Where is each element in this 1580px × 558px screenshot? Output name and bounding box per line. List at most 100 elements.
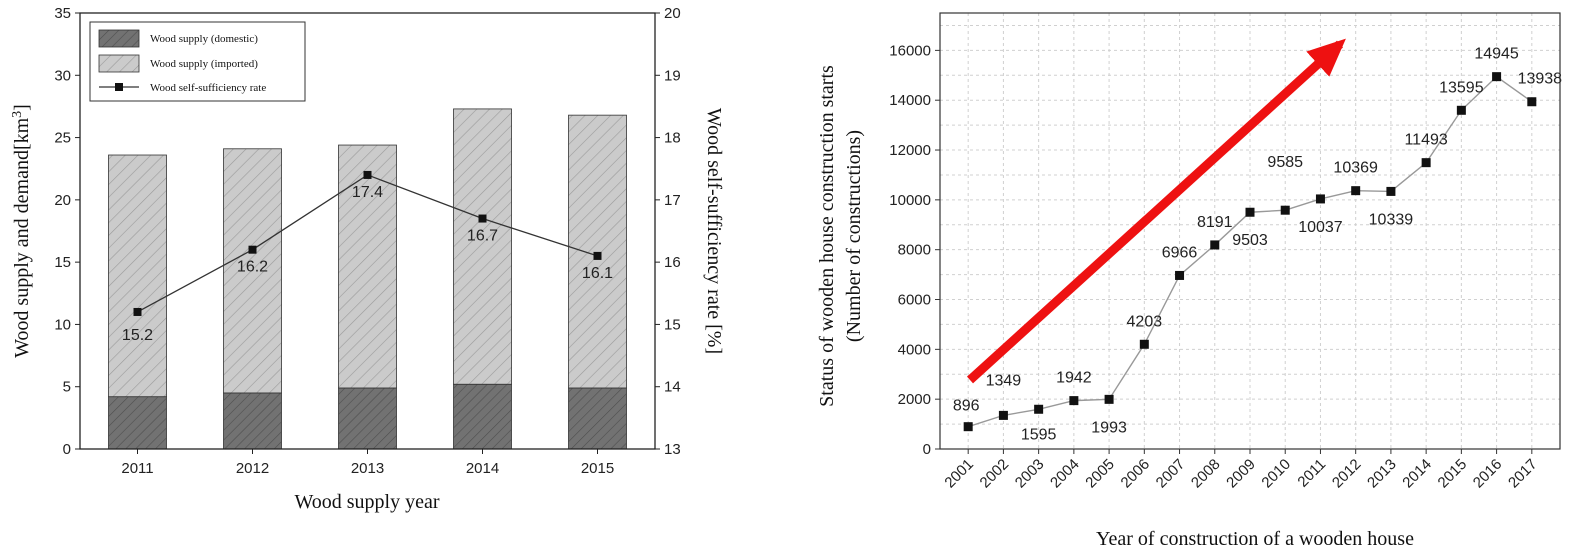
bar-imported (338, 144, 397, 389)
data-label: 4203 (1127, 313, 1163, 330)
x-tick-label-2: 2008 (1188, 456, 1224, 492)
data-label: 896 (953, 398, 980, 415)
bar-domestic (453, 383, 512, 450)
data-label: 1349 (986, 372, 1022, 389)
y-tick-label-2: 10000 (889, 192, 931, 209)
data-point (963, 422, 973, 432)
y2-tick-label: 14 (664, 379, 681, 396)
data-point (1527, 97, 1537, 107)
data-point (1456, 105, 1466, 115)
data-point (1492, 72, 1502, 82)
x-tick-label-2: 2015 (1435, 456, 1471, 492)
y-tick-label: 20 (54, 192, 71, 209)
bar-domestic (108, 396, 167, 450)
left-chart: 15.2 16.2 17.4 16.7 16.1 0 5 10 15 20 25 30 35 13 14 1… (10, 5, 725, 513)
bar-imported (108, 154, 167, 398)
x-tick-label-2: 2007 (1153, 456, 1189, 492)
data-point (1421, 158, 1431, 168)
data-point (1139, 339, 1149, 349)
trend-arrow (966, 38, 1346, 384)
x-tick-label-2: 2011 (1294, 456, 1329, 491)
x-tick-label-2: 2001 (941, 456, 977, 492)
rate-point (478, 214, 487, 223)
y-tick-label-2: 4000 (898, 341, 931, 358)
y-tick-label-2: 16000 (889, 42, 931, 59)
rate-label: 16.1 (582, 265, 613, 282)
legend: Wood supply (domestic) Wood supply (impo… (89, 21, 306, 102)
rate-label: 15.2 (122, 327, 153, 344)
data-label: 10369 (1333, 160, 1378, 177)
x-tick-label: 2012 (236, 460, 269, 477)
rate-point (593, 251, 602, 260)
data-label: 13938 (1518, 71, 1563, 88)
data-label: 9585 (1267, 154, 1303, 171)
y-axis-title-end: ] (11, 104, 33, 111)
data-point (1280, 205, 1290, 215)
data-label: 14945 (1474, 46, 1519, 63)
data-label: 8191 (1197, 214, 1233, 231)
data-label: 10037 (1298, 219, 1343, 236)
x-tick-label-2: 2013 (1364, 456, 1400, 492)
y-axis-title: Wood supply and demand[km3] (10, 104, 33, 358)
rate-point (133, 307, 142, 316)
x-tick-label-2: 2014 (1399, 456, 1435, 492)
y-tick-label: 5 (63, 379, 71, 396)
data-label: 11493 (1404, 132, 1447, 149)
y-axis-title-2-line1: Status of wooden house construction star… (816, 65, 838, 407)
x-axis-title: Wood supply year (294, 491, 439, 513)
y-tick-label: 0 (63, 441, 71, 458)
data-point (998, 410, 1008, 420)
y-tick-label-2: 14000 (889, 92, 931, 109)
data-point (1315, 194, 1325, 204)
bar-imported (568, 114, 627, 389)
data-label: 1993 (1091, 419, 1127, 436)
rate-point (363, 170, 372, 179)
x-tick-label-2: 2006 (1118, 456, 1154, 492)
data-point (1175, 270, 1185, 280)
rate-label: 17.4 (352, 184, 383, 201)
data-point (1210, 240, 1220, 250)
data-label: 1942 (1056, 370, 1092, 387)
x-tick-label-2: 2005 (1082, 456, 1118, 492)
y-axis-title-sup: 3 (10, 111, 25, 118)
data-label: 13595 (1439, 79, 1484, 96)
x-tick-label-2: 2017 (1505, 456, 1541, 492)
y2-tick-label: 20 (664, 5, 681, 22)
y2-tick-label: 16 (664, 254, 681, 271)
y-tick-label-2: 12000 (889, 142, 931, 159)
y2-tick-label: 17 (664, 192, 681, 209)
y-tick-label-2: 8000 (898, 242, 931, 259)
data-point (1386, 186, 1396, 196)
legend-label-rate: Wood self-sufficiency rate (150, 82, 266, 94)
bar-domestic (568, 387, 627, 450)
legend-swatch-domestic (98, 29, 140, 48)
y-axis-title-2-line2: (Number of constructions) (843, 130, 865, 342)
data-label: 6966 (1162, 244, 1198, 261)
data-label: 1595 (1021, 426, 1057, 443)
y2-axis-title: Wood self-sufficiency rate [%] (703, 108, 725, 354)
x-tick-label-2: 2009 (1223, 456, 1259, 492)
y2-tick-label: 13 (664, 441, 681, 458)
y-tick-label-2: 2000 (898, 391, 931, 408)
x-tick-label: 2011 (121, 460, 153, 477)
y-tick-label: 25 (54, 130, 71, 147)
legend-label-domestic: Wood supply (domestic) (150, 33, 258, 45)
x-tick-label: 2013 (351, 460, 384, 477)
y-tick-label-2: 0 (923, 441, 931, 458)
bar-domestic (338, 387, 397, 450)
data-point (1351, 186, 1361, 196)
y2-tick-label: 19 (664, 67, 681, 84)
y-tick-label: 30 (54, 67, 71, 84)
y2-tick-label: 18 (664, 130, 681, 147)
x-tick-label-2: 2010 (1258, 456, 1294, 492)
y-tick-label: 15 (54, 254, 71, 271)
rate-point (248, 245, 257, 254)
x-axis-title-2: Year of construction of a wooden house (1096, 528, 1414, 550)
y-tick-label: 10 (54, 316, 71, 333)
y-tick-label-2: 6000 (898, 292, 931, 309)
data-label: 10339 (1369, 211, 1414, 228)
x-tick-label-2: 2003 (1012, 456, 1048, 492)
x-tick-label: 2014 (466, 460, 499, 477)
x-tick-label-2: 2016 (1470, 456, 1506, 492)
